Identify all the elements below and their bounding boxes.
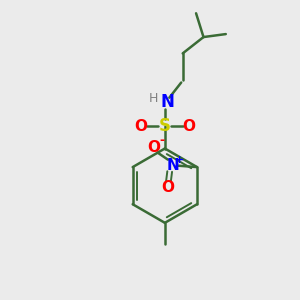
Text: O: O: [161, 179, 174, 194]
Text: O: O: [147, 140, 161, 155]
Text: S: S: [159, 117, 171, 135]
Text: N: N: [160, 93, 174, 111]
Text: H: H: [149, 92, 158, 105]
Text: N: N: [166, 158, 179, 173]
Text: O: O: [135, 119, 148, 134]
Text: O: O: [182, 119, 195, 134]
Text: +: +: [175, 155, 184, 165]
Text: -: -: [160, 134, 165, 147]
